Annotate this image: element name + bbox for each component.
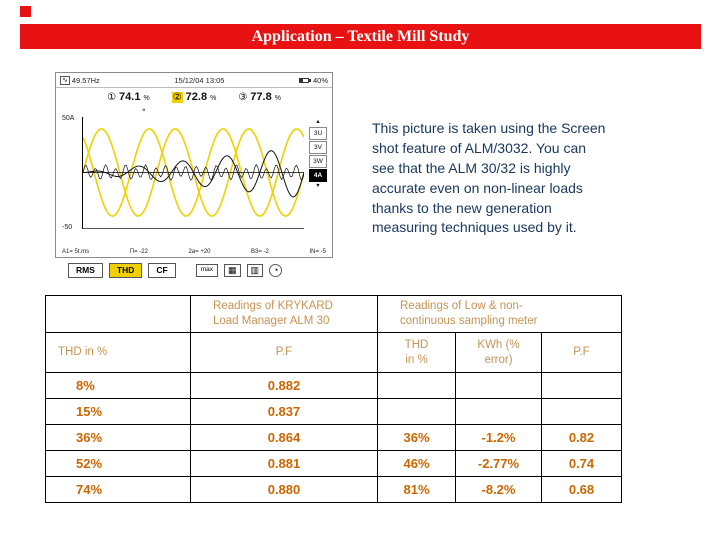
waveform-icon: ∿ (60, 75, 70, 85)
chart-footer-readings: A1= 5t.ms Π= -22 2a= +20 B3= -2 IN= -5 (62, 249, 326, 255)
page-title: Application – Textile Mill Study (251, 27, 470, 45)
footer-reading: IN= -5 (309, 249, 326, 255)
phase-2-icon-selected: ② (171, 92, 183, 103)
channel-3u-button[interactable]: 3U (309, 127, 327, 140)
channel-3w-button[interactable]: 3W (309, 155, 327, 168)
datetime-value: 15/12/04 13:05 (174, 75, 225, 85)
phase-3-icon: ③ (238, 92, 248, 103)
y-axis-bottom-label: -50 (62, 224, 73, 231)
col-header-pf-alm: P.F (190, 332, 378, 373)
table-corner-cell (45, 295, 191, 333)
channel-4a-button-selected[interactable]: 4A (309, 169, 327, 182)
rms-button[interactable]: RMS (68, 263, 103, 278)
battery-icon (298, 77, 311, 83)
table-row: 15% 0.837 (45, 398, 622, 425)
footer-reading: 2a= +20 (188, 249, 211, 255)
col-header-thd-meter: THD in % (377, 332, 456, 373)
channel-selector: ▲ 3U 3V 3W 4A ▼ (308, 119, 328, 190)
thd-button-active[interactable]: THD (108, 263, 143, 278)
device-status-bar: ∿ 49.57Hz 15/12/04 13:05 40% (56, 73, 332, 88)
table-row: 52% 0.881 46% -2.77% 0.74 (45, 450, 622, 477)
alm-screenshot: ∿ 49.57Hz 15/12/04 13:05 40% ① 74.1 % ② … (55, 72, 333, 258)
phase-2-reading: ② 72.8 % (171, 91, 217, 103)
channel-3v-button[interactable]: 3V (309, 141, 327, 154)
waveform-chart: 50A -50 ▲ 3U 3V 3W 4A ▼ (60, 113, 330, 235)
phase-readings-row: ① 74.1 % ② 72.8 % ③ 77.8 % (56, 88, 332, 110)
waveform-plot (82, 117, 304, 229)
degree-symbol: ° (142, 107, 146, 117)
title-banner: Application – Textile Mill Study (20, 24, 701, 49)
phase-1-icon: ① (107, 92, 117, 103)
clock-icon[interactable]: ◔ (269, 263, 283, 277)
y-axis-top-label: 50A (62, 115, 75, 122)
footer-reading: A1= 5t.ms (62, 249, 90, 255)
table-row: 74% 0.880 81% -8.2% 0.68 (45, 476, 622, 503)
phase-3-reading: ③ 77.8 % (238, 91, 281, 103)
footer-reading: Π= -22 (129, 249, 148, 255)
group-header-alm30: Readings of KRYKARD Load Manager ALM 30 (190, 295, 378, 333)
max-button[interactable]: max (195, 264, 218, 277)
battery-percent: 40% (312, 75, 328, 85)
table-row: 36% 0.864 36% -1.2% 0.82 (45, 424, 622, 451)
channel-up-icon[interactable]: ▲ (309, 119, 327, 126)
cf-button[interactable]: CF (148, 263, 176, 278)
footer-reading: B3= -2 (251, 249, 269, 255)
slide-corner-decoration (20, 6, 31, 17)
frequency-value: 49.57Hz (71, 75, 100, 85)
table-row: 8% 0.882 (45, 372, 622, 399)
col-header-kwh-error: KWh (% error) (455, 332, 542, 373)
harmonics-list-icon[interactable]: ▥ (246, 263, 264, 277)
col-header-thd-alm: THD in % (45, 332, 191, 373)
phase-1-reading: ① 74.1 % (107, 91, 150, 103)
device-menu-bar: RMS THD CF max ▦ ▥ ◔ (68, 263, 283, 278)
readings-table: Readings of KRYKARD Load Manager ALM 30 … (45, 295, 622, 503)
channel-down-icon[interactable]: ▼ (309, 183, 327, 190)
col-header-pf-meter: P.F (541, 332, 622, 373)
description-text: This picture is taken using the Screen s… (372, 120, 606, 236)
group-header-sampling-meter: Readings of Low & non- continuous sampli… (377, 295, 622, 333)
harmonics-grid-icon[interactable]: ▦ (224, 263, 241, 277)
